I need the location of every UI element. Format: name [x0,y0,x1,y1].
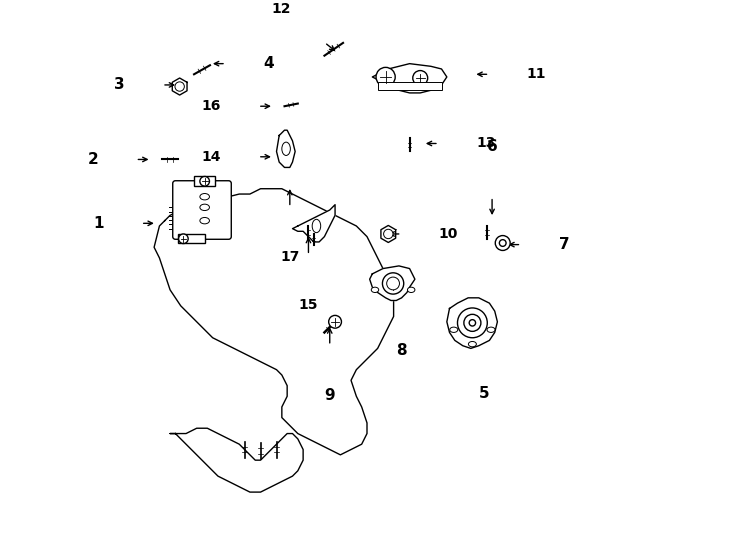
Text: 14: 14 [201,150,221,164]
Ellipse shape [282,142,291,156]
Circle shape [178,234,188,244]
Circle shape [376,68,395,86]
Circle shape [384,230,393,239]
Ellipse shape [200,218,209,224]
Text: 11: 11 [527,68,546,82]
Circle shape [457,308,487,338]
Circle shape [387,277,399,290]
Bar [194,177,215,186]
Circle shape [329,315,341,328]
FancyBboxPatch shape [172,181,231,239]
Polygon shape [370,266,415,300]
Text: 6: 6 [487,139,498,154]
Circle shape [382,273,404,294]
Text: 3: 3 [115,77,125,92]
Circle shape [200,177,209,186]
Text: 4: 4 [264,56,274,71]
Polygon shape [277,130,295,167]
Text: 8: 8 [396,343,407,358]
Ellipse shape [312,219,321,233]
Polygon shape [447,298,498,348]
Ellipse shape [450,327,458,333]
Text: 12: 12 [272,2,291,16]
Text: 17: 17 [280,250,299,264]
Text: 10: 10 [439,227,458,241]
Text: 9: 9 [324,388,335,403]
Ellipse shape [200,204,209,211]
Circle shape [175,82,184,91]
Text: 7: 7 [559,237,570,252]
Ellipse shape [487,327,495,333]
Text: 1: 1 [93,216,103,231]
Circle shape [495,235,510,251]
Bar [378,82,442,90]
Text: 5: 5 [479,386,490,401]
Text: 16: 16 [201,99,221,113]
Ellipse shape [371,287,379,293]
Polygon shape [372,64,447,93]
Polygon shape [292,205,335,242]
Circle shape [469,320,476,326]
Ellipse shape [407,287,415,293]
Circle shape [499,240,506,246]
Circle shape [413,71,428,85]
Text: 13: 13 [476,137,495,151]
Bar [178,234,205,243]
Ellipse shape [200,193,209,200]
Circle shape [464,314,481,332]
Text: 2: 2 [87,152,98,167]
Ellipse shape [468,341,476,347]
Text: 15: 15 [299,298,319,312]
